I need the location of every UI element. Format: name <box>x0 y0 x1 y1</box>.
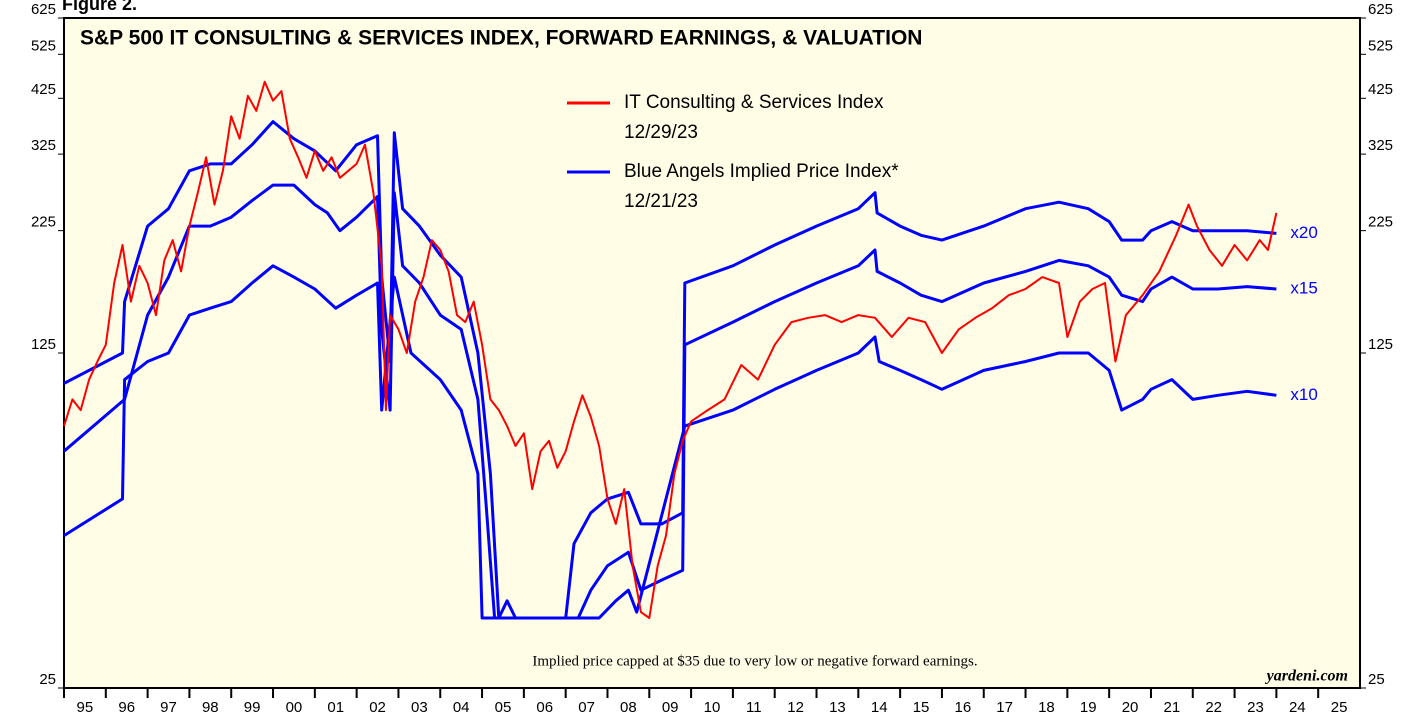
legend-label: Blue Angels Implied Price Index* <box>624 161 899 182</box>
x-tick-label: 11 <box>746 699 762 716</box>
x-tick-label: 22 <box>1205 699 1222 716</box>
y-tick-label: 425 <box>31 81 56 98</box>
note: Implied price capped at $35 due to very … <box>532 653 977 669</box>
x-tick-label: 02 <box>369 699 386 716</box>
x-tick-label: 06 <box>536 699 553 716</box>
y2-tick-label: 325 <box>1368 137 1393 154</box>
x-tick-label: 20 <box>1122 699 1139 716</box>
x-tick-label: 98 <box>202 699 219 716</box>
x-tick-label: 25 <box>1331 699 1348 716</box>
x-tick-label: 24 <box>1289 699 1306 716</box>
y-tick-label: 525 <box>31 37 56 54</box>
figure-label: Figure 2. <box>62 0 137 14</box>
x-tick-label: 08 <box>620 699 637 716</box>
x-tick-label: 18 <box>1038 699 1055 716</box>
legend-date: 12/29/23 <box>624 122 698 143</box>
x-tick-label: 13 <box>829 699 846 716</box>
x-tick-label: 03 <box>411 699 428 716</box>
x-tick-label: 15 <box>913 699 930 716</box>
x-tick-label: 00 <box>286 699 303 716</box>
x-tick-label: 04 <box>453 699 470 716</box>
chart-title: S&P 500 IT CONSULTING & SERVICES INDEX, … <box>80 27 922 50</box>
y-tick-label: 625 <box>31 1 56 18</box>
x-tick-label: 99 <box>244 699 261 716</box>
y2-tick-label: 525 <box>1368 37 1393 54</box>
x-tick-label: 97 <box>160 699 177 716</box>
y2-tick-label: 625 <box>1368 1 1393 18</box>
series-end-label: x10 <box>1290 385 1317 404</box>
series-line <box>63 183 1277 620</box>
x-tick-label: 09 <box>662 699 679 716</box>
x-tick-label: 10 <box>704 699 721 716</box>
y-tick-label: 225 <box>31 214 56 231</box>
x-tick-label: 21 <box>1164 699 1181 716</box>
x-tick-label: 01 <box>327 699 344 716</box>
x-tick-label: 16 <box>954 699 971 716</box>
marks <box>63 80 1278 620</box>
y2-tick-label: 25 <box>1368 671 1385 688</box>
legend-date: 12/21/23 <box>624 191 698 212</box>
plot-area <box>63 17 1361 689</box>
x-tick-label: 96 <box>118 699 135 716</box>
x-tick-label: 19 <box>1080 699 1097 716</box>
series-end-label: x20 <box>1290 223 1317 242</box>
legend-label: IT Consulting & Services Index <box>624 92 884 113</box>
x-tick-label: 95 <box>77 699 94 716</box>
x-tick-label: 14 <box>871 699 888 716</box>
y2-tick-label: 125 <box>1368 336 1393 353</box>
y2-tick-label: 425 <box>1368 81 1393 98</box>
y-tick-label: 25 <box>39 671 56 688</box>
y2-tick-label: 225 <box>1368 214 1393 231</box>
x-tick-label: 12 <box>787 699 804 716</box>
series-line <box>63 264 1277 620</box>
series-line <box>63 120 1277 620</box>
series-end-label: x15 <box>1290 278 1317 297</box>
x-tick-label: 17 <box>996 699 1013 716</box>
source: yardeni.com <box>1265 668 1348 685</box>
y-tick-label: 325 <box>31 137 56 154</box>
x-tick-label: 23 <box>1247 699 1264 716</box>
x-tick-label: 05 <box>495 699 512 716</box>
y-tick-label: 125 <box>31 336 56 353</box>
x-tick-label: 07 <box>578 699 595 716</box>
series-line <box>63 80 1278 619</box>
